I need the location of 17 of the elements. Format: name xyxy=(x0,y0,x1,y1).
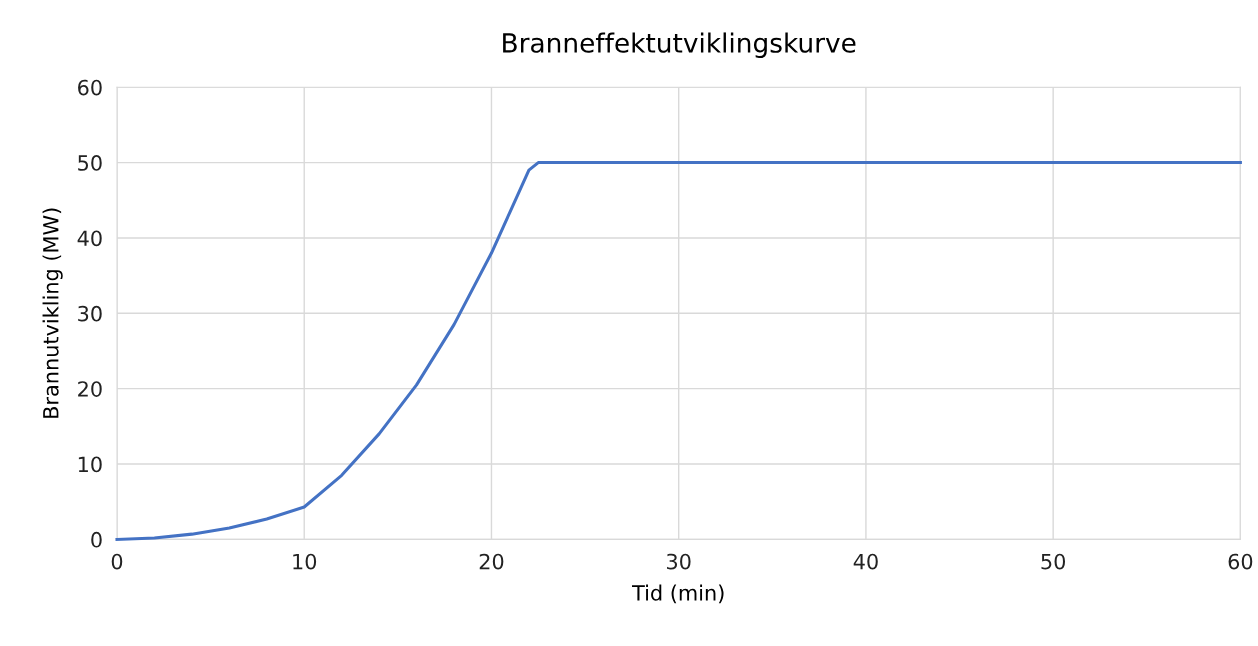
x-tick-label: 50 xyxy=(1041,553,1066,570)
x-axis-title: Tid (min) xyxy=(632,584,724,604)
chart-title: Branneffektutviklingskurve xyxy=(503,32,856,58)
y-tick-label: 0 xyxy=(91,531,102,548)
y-tick-label: 10 xyxy=(78,456,102,473)
y-tick-label: 40 xyxy=(77,230,102,247)
y-axis-title: Brannutvikling (MW) xyxy=(42,208,63,418)
y-tick-label: 30 xyxy=(78,305,102,322)
x-tick-label: 40 xyxy=(853,553,878,570)
x-tick-label: 20 xyxy=(479,553,504,570)
y-tick-label: 50 xyxy=(78,155,102,171)
x-tick-label: 60 xyxy=(1228,553,1253,570)
x-tick-label: 30 xyxy=(667,553,691,570)
y-tick-label: 20 xyxy=(78,381,102,397)
y-tick-label: 60 xyxy=(78,79,102,96)
x-tick-label: 0 xyxy=(111,553,123,570)
x-tick-label: 10 xyxy=(293,553,317,570)
